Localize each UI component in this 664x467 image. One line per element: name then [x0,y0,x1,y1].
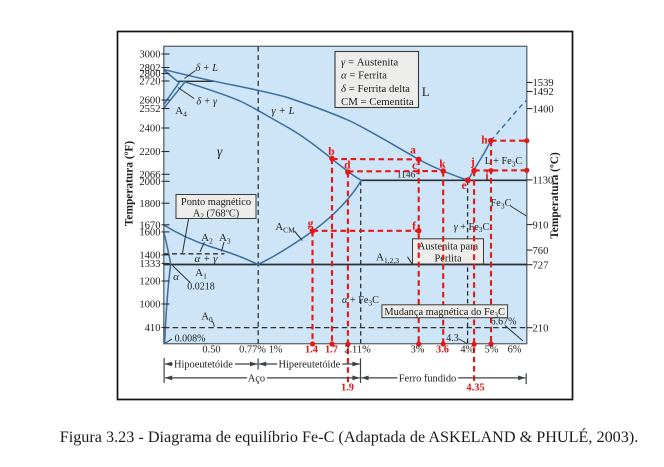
svg-text:Hipereutetóide: Hipereutetóide [279,360,341,371]
svg-text:2.11%: 2.11% [344,345,371,356]
svg-text:3000: 3000 [139,50,160,61]
svg-text:1.9: 1.9 [341,383,354,394]
svg-text:2400: 2400 [139,124,160,135]
svg-text:α = Ferrita: α = Ferrita [341,70,387,82]
svg-text:δ + L: δ + L [196,63,219,74]
svg-text:2600: 2600 [139,96,160,107]
svg-text:Temperatura (ºC): Temperatura (ºC) [549,152,561,239]
svg-text:f: f [412,221,416,233]
svg-text:γ + Fe3C: γ + Fe3C [454,222,490,234]
svg-text:A4: A4 [175,105,187,119]
svg-text:Austenita para: Austenita para [418,241,479,252]
svg-text:Hipoeutetóide: Hipoeutetóide [174,360,233,371]
svg-text:5%: 5% [485,345,499,356]
svg-text:0.77%: 0.77% [239,345,266,356]
svg-text:k: k [439,159,446,171]
svg-text:0.0218: 0.0218 [187,282,215,293]
svg-text:CM = Cementita: CM = Cementita [341,96,414,108]
svg-text:Ponto magnético: Ponto magnético [181,197,251,208]
svg-text:e: e [461,180,466,192]
svg-text:δ = Ferrita delta: δ = Ferrita delta [341,83,410,95]
svg-text:2066: 2066 [139,170,160,181]
svg-text:1200: 1200 [139,277,160,288]
svg-text:1333: 1333 [139,259,160,270]
svg-text:j: j [470,157,475,169]
svg-text:1000: 1000 [139,300,160,311]
svg-text:210: 210 [533,323,549,334]
svg-text:A2: A2 [201,232,213,246]
svg-text:6.67%: 6.67% [491,317,517,328]
svg-text:2720: 2720 [139,77,160,88]
svg-text:4%: 4% [460,345,474,356]
svg-text:α: α [173,271,179,283]
svg-text:1670: 1670 [139,221,160,232]
svg-text:Aço: Aço [248,374,265,385]
svg-text:γ: γ [217,144,223,159]
svg-text:α + γ: α + γ [194,253,218,265]
svg-text:3%: 3% [411,345,425,356]
svg-text:Fe3C: Fe3C [491,198,512,210]
svg-text:Mudança magnética do Fe3C: Mudança magnética do Fe3C [384,307,505,319]
svg-text:A1: A1 [195,267,207,281]
svg-text:a: a [410,145,416,157]
svg-text:2200: 2200 [139,147,160,158]
svg-text:760: 760 [533,246,549,257]
svg-text:3.6: 3.6 [436,345,449,356]
svg-text:L: L [422,85,430,99]
svg-text:1539: 1539 [533,78,554,89]
svg-text:Hipereutetóide: Hipereutetóide [279,360,341,371]
svg-text:0.008%: 0.008% [175,333,206,344]
svg-text:c: c [412,160,417,172]
svg-text:2800: 2800 [139,69,160,80]
svg-text:910: 910 [533,220,549,231]
svg-text:4.3: 4.3 [446,333,459,344]
svg-text:1130: 1130 [533,176,554,187]
svg-text:1146°: 1146° [397,170,420,181]
svg-text:1492: 1492 [533,87,554,98]
svg-text:b: b [328,146,334,158]
svg-text:A2 (768ºC): A2 (768ºC) [193,208,239,220]
svg-text:1%: 1% [269,345,283,356]
svg-text:Ferro fundido: Ferro fundido [399,374,456,385]
svg-text:Temperatura (ºF): Temperatura (ºF) [124,141,136,226]
svg-text:2552: 2552 [139,104,160,115]
svg-text:6%: 6% [508,345,522,356]
svg-text:L + Fe3C: L + Fe3C [485,156,523,168]
svg-text:d: d [344,160,351,172]
svg-text:2000: 2000 [139,177,160,188]
svg-text:h: h [481,135,488,147]
svg-text:i: i [485,171,489,183]
svg-text:1.7: 1.7 [325,345,338,356]
svg-text:δ + γ: δ + γ [196,97,218,108]
svg-text:g: g [308,218,314,230]
svg-text:410: 410 [145,323,161,334]
svg-text:1800: 1800 [139,199,160,210]
svg-text:Aço: Aço [248,374,265,385]
svg-text:2802: 2802 [139,63,160,74]
svg-text:1400: 1400 [139,251,160,262]
svg-text:Ferro fundido: Ferro fundido [399,374,456,385]
svg-text:A0: A0 [201,312,213,324]
svg-text:Hipoeutetóide: Hipoeutetóide [174,360,233,371]
svg-text:Perlita: Perlita [434,253,462,264]
svg-text:A3: A3 [219,232,231,246]
svg-text:0.50: 0.50 [202,345,220,356]
svg-text:γ + L: γ + L [271,105,294,117]
svg-text:1.4: 1.4 [305,345,318,356]
svg-text:α + Fe3C: α + Fe3C [342,295,379,307]
svg-text:1400: 1400 [533,104,554,115]
svg-text:γ = Austenita: γ = Austenita [341,56,398,68]
svg-text:Figura 3.23 - Diagrama de equi: Figura 3.23 - Diagrama de equilíbrio Fe-… [60,427,639,446]
svg-text:727: 727 [533,260,549,271]
svg-text:1600: 1600 [139,228,160,239]
svg-text:4.35: 4.35 [466,383,484,394]
